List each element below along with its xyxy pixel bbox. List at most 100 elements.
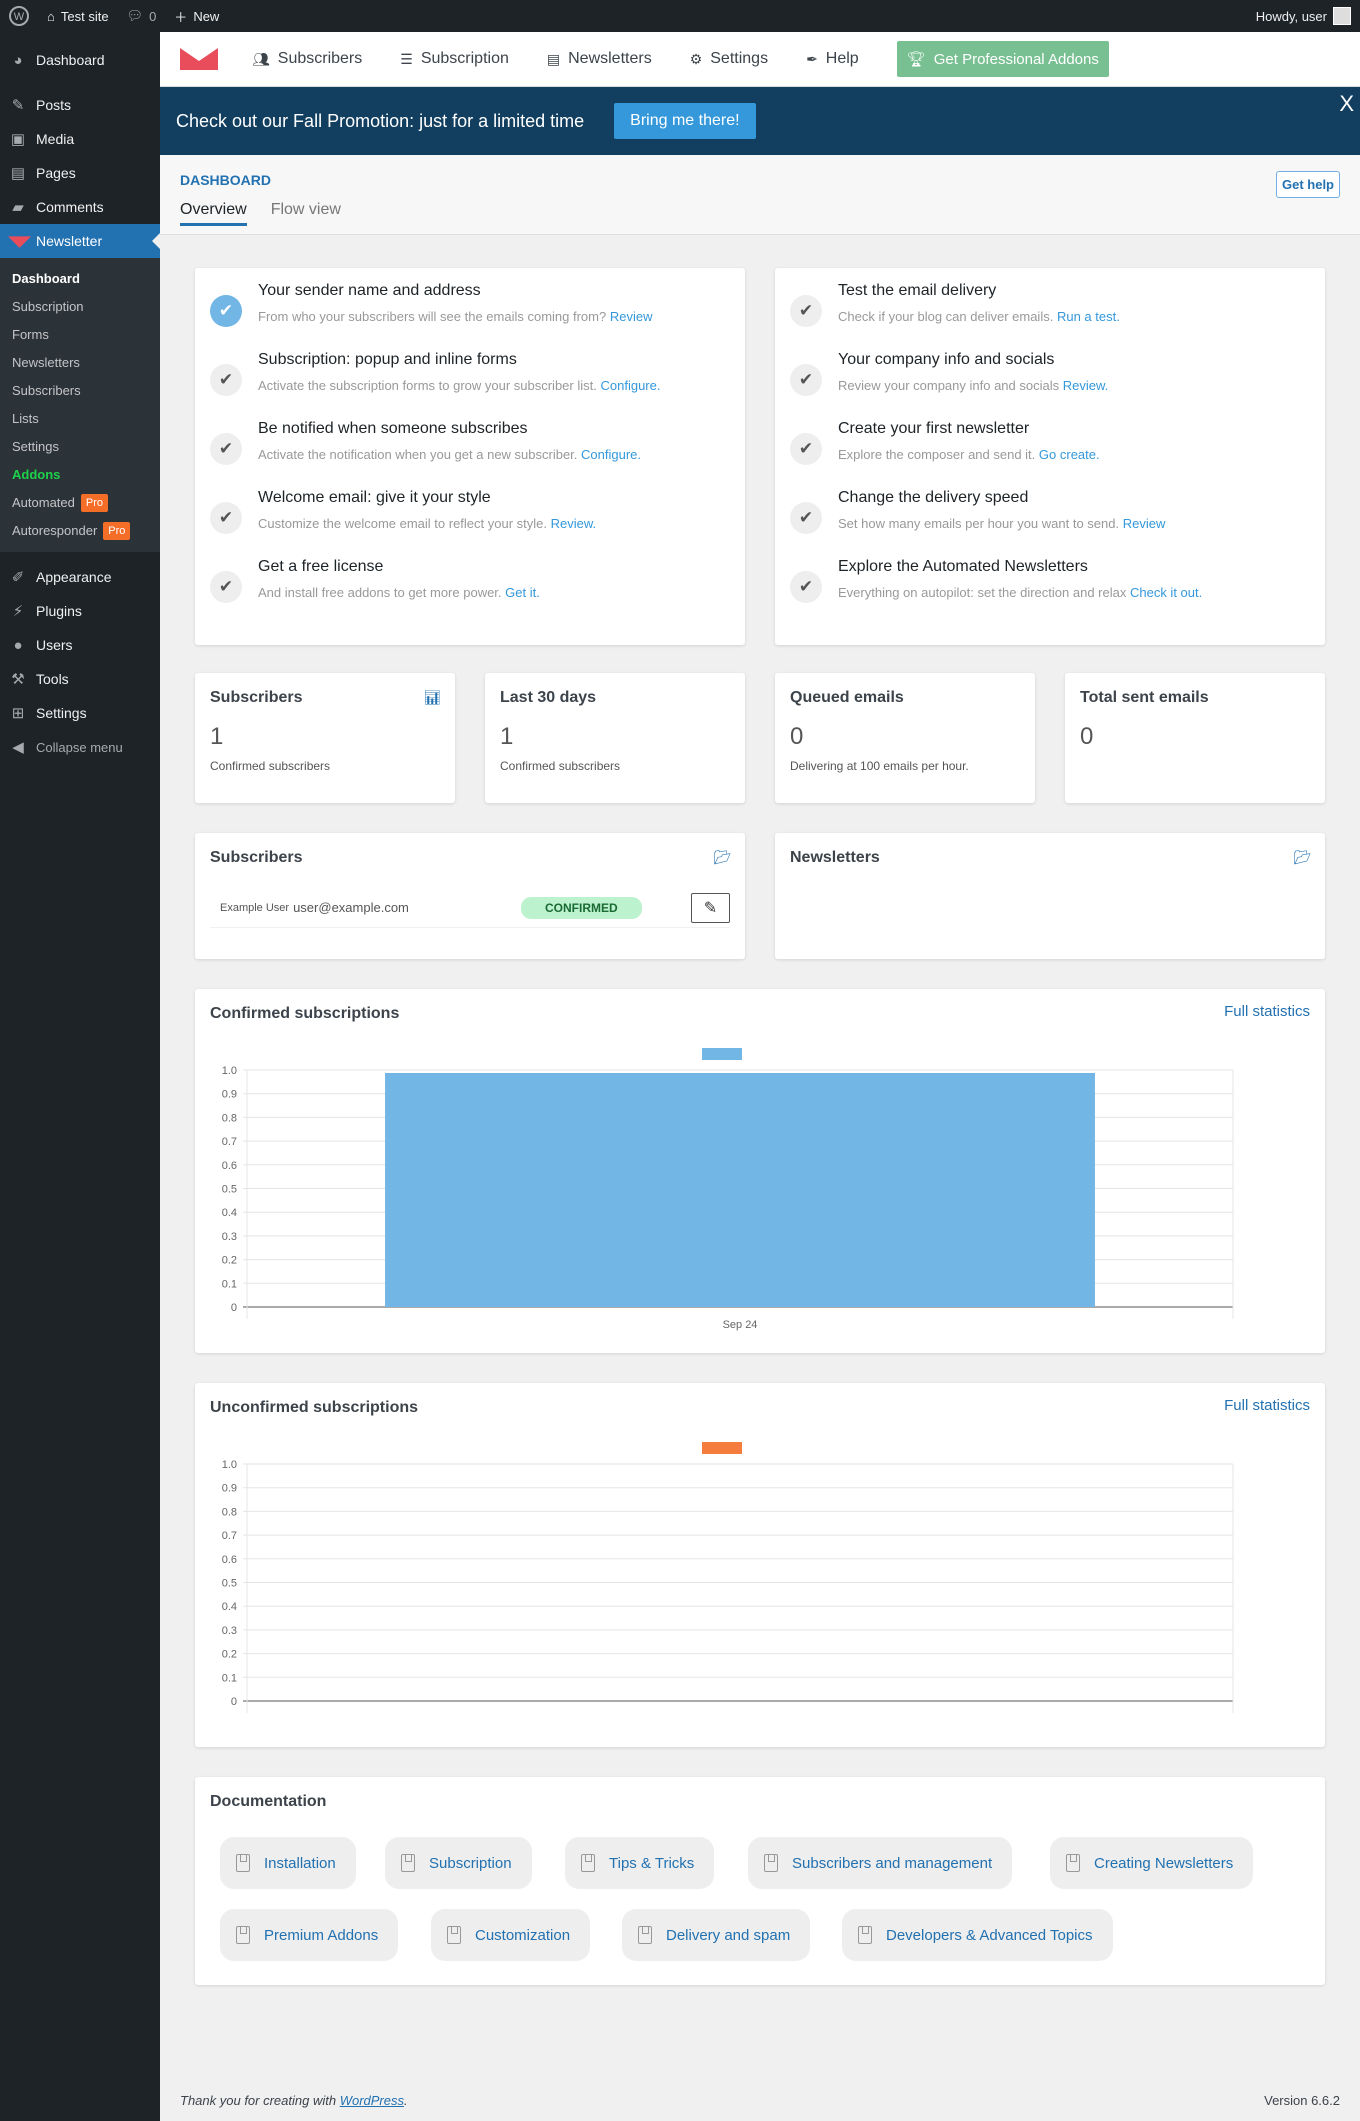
get-help-button[interactable]: Get help: [1275, 171, 1340, 198]
checklist-link[interactable]: Review: [550, 516, 593, 531]
doc-link[interactable]: Customization: [431, 1909, 591, 1961]
subscribers-box: Subscribers 📂︎ Example User user@example…: [195, 833, 745, 959]
newsletter-submenu: Dashboard Subscription Forms Newsletters…: [0, 258, 160, 552]
stat-value: 1: [210, 723, 224, 750]
admin-sidebar: ◕ Dashboard ✎ Posts ▣ Media ▤ Pages ▰ Comment…: [0, 32, 160, 2121]
doc-link[interactable]: Subscription: [385, 1837, 532, 1889]
stat-value: 0: [1080, 723, 1094, 750]
pages-icon: ▤: [10, 165, 26, 182]
bar-chart-icon[interactable]: 📊︎: [423, 689, 441, 705]
nav-newsletters[interactable]: ▤ Newsletters: [546, 50, 652, 67]
check-icon: ✔: [790, 502, 822, 534]
submenu-subscription[interactable]: Subscription: [12, 299, 84, 314]
doc-link[interactable]: Delivery and spam: [622, 1909, 811, 1961]
close-icon[interactable]: X: [1339, 91, 1354, 116]
checklist-desc: From who your subscribers will see the e…: [258, 309, 653, 324]
checklist-item: ✔ Get a free license And install free addo…: [210, 558, 540, 603]
submenu-autoresponder[interactable]: Autoresponder Pro: [0, 517, 160, 545]
checklist-link[interactable]: Run a test: [1056, 309, 1117, 324]
new-link[interactable]: ＋ New: [174, 8, 220, 25]
collapse-menu-button[interactable]: ◀ Collapse menu: [0, 730, 160, 764]
sidebar-item-comments[interactable]: ▰ Comments: [0, 190, 160, 224]
y-tick-label: 0.4: [222, 1207, 237, 1219]
checklist-item: ✔ Test the email delivery Check if your bl…: [790, 282, 1120, 327]
sidebar-item-plugins[interactable]: ⚡︎ Plugins: [0, 594, 160, 628]
check-icon: ✔: [210, 571, 242, 603]
sidebar-item-users[interactable]: ● Users: [0, 628, 160, 662]
sidebar-item-posts[interactable]: ✎ Posts: [0, 88, 160, 122]
nav-subscription[interactable]: ☰ Subscription: [400, 50, 509, 67]
site-link[interactable]: ⌂ Test site: [47, 8, 109, 24]
stat-card: Last 30 days 1 Confirmed subscribers: [485, 673, 745, 803]
sidebar-item-media[interactable]: ▣ Media: [0, 122, 160, 156]
submenu-lists[interactable]: Lists: [12, 411, 39, 426]
full-statistics-link[interactable]: Full statistics: [1224, 1003, 1310, 1020]
wordpress-logo-icon[interactable]: W: [0, 0, 38, 32]
folder-open-icon[interactable]: 📂︎: [1293, 849, 1311, 865]
full-statistics-link[interactable]: Full statistics: [1224, 1397, 1310, 1414]
checklist-link[interactable]: Go create: [1038, 447, 1096, 462]
checklist-link[interactable]: Configure: [600, 378, 657, 393]
y-tick-label: 0.1: [222, 1278, 237, 1290]
checklist-title: Subscription: popup and inline forms: [258, 351, 517, 368]
edit-icon[interactable]: ✎: [691, 892, 730, 923]
y-tick-label: 0.7: [222, 1530, 237, 1542]
checklist-link[interactable]: Check it out: [1129, 585, 1199, 600]
settings-icon: ⊞: [11, 705, 25, 722]
submenu-settings[interactable]: Settings: [12, 439, 59, 454]
bookmark-icon: [581, 1854, 595, 1872]
checklist-link[interactable]: Review: [609, 309, 653, 324]
wordpress-link[interactable]: WordPress: [339, 2093, 404, 2108]
doc-link[interactable]: Tips & Tricks: [565, 1837, 715, 1889]
checklist-desc: Activate the subscription forms to grow …: [258, 378, 661, 393]
brush-icon: ✐: [11, 569, 25, 586]
sidebar-item-settings[interactable]: ⊞ Settings: [0, 696, 160, 730]
dashboard-icon: ◕: [13, 51, 23, 69]
submenu-addons[interactable]: Addons: [12, 467, 61, 482]
sidebar-item-tools[interactable]: ⚒︎ Tools: [0, 662, 160, 696]
chart-title: Unconfirmed subscriptions: [210, 1399, 419, 1416]
checklist-link[interactable]: Review: [1122, 516, 1166, 531]
comments-link[interactable]: 💬︎ 0: [126, 8, 157, 24]
page-title: DASHBOARD: [180, 172, 271, 188]
sidebar-item-newsletter[interactable]: ◥◤ Newsletter: [0, 224, 160, 258]
checklist-item: ✔ Explore the Automated Newsletters Everyt…: [790, 558, 1202, 603]
sidebar-item-pages[interactable]: ▤ Pages: [0, 156, 160, 190]
submenu-dashboard[interactable]: Dashboard: [12, 271, 80, 286]
y-tick-label: 0.3: [222, 1625, 237, 1637]
checklist-link[interactable]: Configure: [581, 447, 638, 462]
nav-subscribers[interactable]: 👥︎ Subscribers: [252, 50, 363, 67]
tab-overview[interactable]: Overview: [180, 201, 247, 226]
submenu-subscribers[interactable]: Subscribers: [12, 383, 81, 398]
doc-link[interactable]: Subscribers and management: [748, 1837, 1013, 1889]
doc-link[interactable]: Creating Newsletters: [1050, 1837, 1254, 1889]
sidebar-item-appearance[interactable]: ✐ Appearance: [0, 560, 160, 594]
y-tick-label: 0: [231, 1696, 237, 1708]
submenu-newsletters[interactable]: Newsletters: [12, 355, 80, 370]
doc-link[interactable]: Developers & Advanced Topics: [842, 1909, 1113, 1961]
get-pro-addons-button[interactable]: 🏆︎ Get Professional Addons: [896, 41, 1109, 77]
bookmark-icon: [764, 1854, 778, 1872]
nav-help[interactable]: ✒︎ Help: [806, 50, 859, 67]
sidebar-item-dashboard[interactable]: ◕ Dashboard: [0, 43, 160, 77]
tab-flow-view[interactable]: Flow view: [270, 201, 341, 218]
y-tick-label: 0.4: [222, 1601, 237, 1613]
nav-settings[interactable]: ⚙︎ Settings: [689, 50, 769, 67]
stat-card: Total sent emails 0: [1065, 673, 1325, 803]
y-tick-label: 1.0: [222, 1459, 237, 1471]
checklist-link[interactable]: Get it: [505, 585, 537, 600]
admin-bar: W ⌂ Test site 💬︎ 0 ＋ New Howdy, user: [0, 0, 1360, 32]
folder-open-icon[interactable]: 📂︎: [713, 849, 731, 865]
checklist-link[interactable]: Review: [1062, 378, 1105, 393]
subscriber-row: Example User user@example.com CONFIRMED …: [210, 888, 730, 928]
checklist-title: Create your first newsletter: [838, 420, 1030, 437]
doc-link[interactable]: Installation: [220, 1837, 356, 1889]
checklist-desc: Activate the notification when you get a…: [258, 447, 642, 462]
user-menu[interactable]: Howdy, user: [1247, 0, 1360, 32]
submenu-automated[interactable]: Automated Pro: [0, 489, 160, 517]
promo-button[interactable]: Bring me there!: [614, 103, 756, 139]
doc-link[interactable]: Premium Addons: [220, 1909, 399, 1961]
submenu-forms[interactable]: Forms: [12, 327, 49, 342]
legend-swatch: [702, 1048, 742, 1060]
pen-icon: ✒︎: [806, 50, 818, 67]
